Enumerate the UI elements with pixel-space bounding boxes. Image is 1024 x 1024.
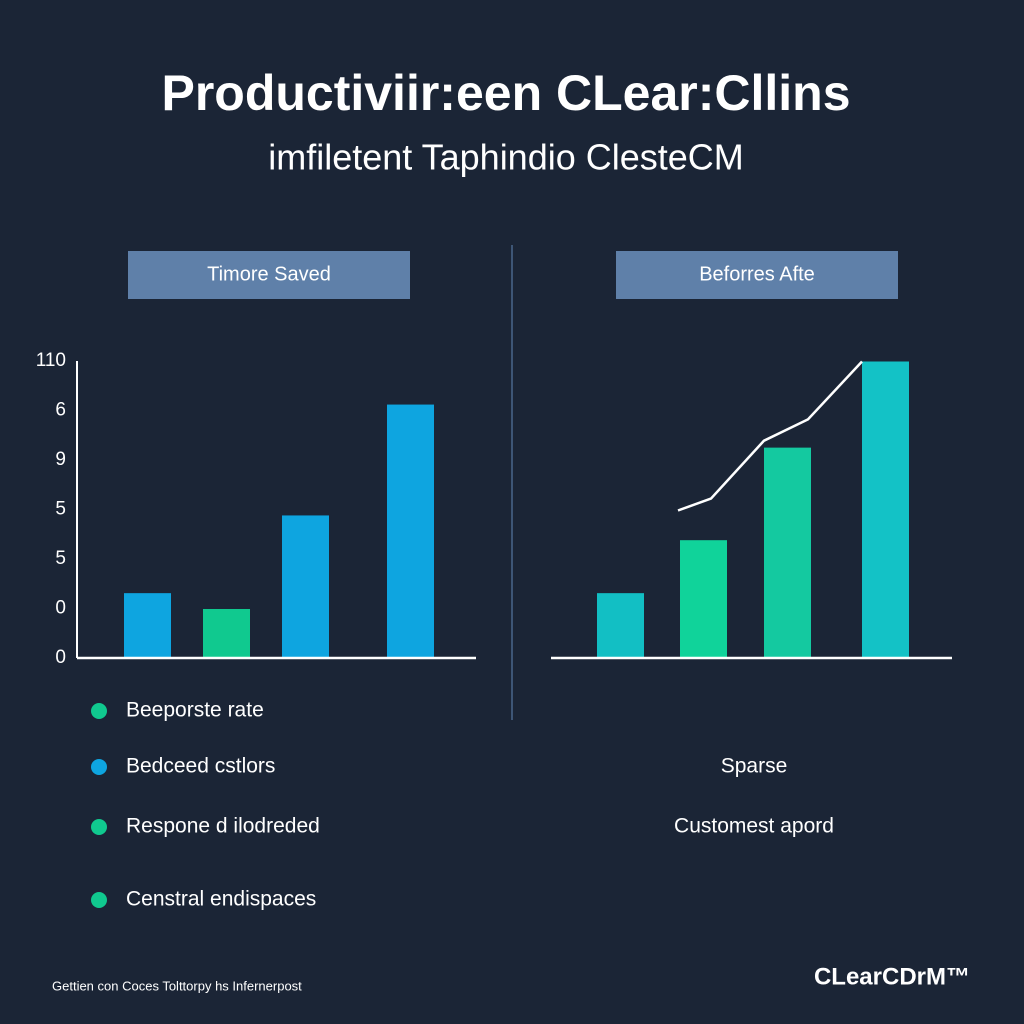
legend-label: Beeporste rate [126, 699, 264, 722]
y-tick-label: 110 [36, 350, 66, 371]
legend-dot [91, 703, 107, 719]
legend-dot [91, 892, 107, 908]
y-tick-label: 0 [55, 598, 66, 619]
bar [203, 608, 250, 658]
note: Sparse [721, 755, 788, 778]
note: Customest apord [674, 815, 834, 838]
y-tick-label: 5 [55, 499, 66, 520]
bar [764, 447, 811, 658]
subtitle: imfiletent Taphindio ClesteCM [268, 137, 744, 178]
legend-dot [91, 759, 107, 775]
chart-title: Beforres Afte [699, 263, 815, 285]
y-tick-label: 0 [55, 647, 66, 668]
bar [124, 593, 171, 658]
y-tick-label: 6 [55, 400, 66, 421]
title: Productiviir:een CLear:Cllins [161, 65, 850, 121]
y-tick-label: 9 [55, 449, 66, 470]
bar [597, 593, 644, 658]
y-tick-label: 5 [55, 548, 66, 569]
bar [282, 515, 329, 658]
legend-dot [91, 819, 107, 835]
footer: Gettien con Coces Tolttorpy hs Infernerp… [52, 978, 302, 993]
trend-line [677, 360, 863, 512]
chart-header [128, 251, 410, 299]
chart-header [616, 251, 898, 299]
legend-label: Bedceed cstlors [126, 755, 275, 778]
chart-title: Timore Saved [207, 263, 331, 285]
legend-label: Respone d ilodreded [126, 815, 320, 838]
bar [680, 540, 727, 658]
bar [387, 404, 434, 658]
logo: CLearCDrM™ [814, 963, 970, 990]
bar [862, 361, 909, 658]
legend-label: Censtral endispaces [126, 888, 316, 911]
